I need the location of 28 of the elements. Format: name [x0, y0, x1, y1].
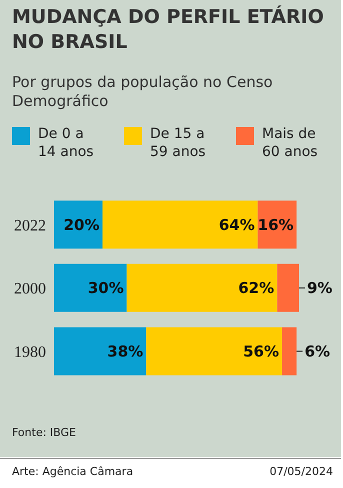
legend-label: De 15 a 59 anos — [150, 125, 207, 161]
data-label: 9% — [307, 279, 332, 298]
y-tick-label: 2000 — [14, 280, 46, 298]
data-label: 64% — [218, 216, 255, 234]
legend-label: De 0 a 14 anos — [38, 125, 95, 161]
y-tick-label: 2022 — [14, 217, 46, 234]
legend-label: Mais de 60 anos — [262, 125, 319, 161]
bar — [277, 264, 299, 312]
chart-title: MUDANÇA DO PERFIL ETÁRIO NO BRASIL — [12, 5, 325, 55]
bar — [126, 264, 278, 312]
data-label: 20% — [64, 216, 100, 234]
bar — [146, 327, 282, 376]
bar — [102, 200, 258, 249]
bar — [54, 327, 146, 376]
data-label: 30% — [88, 279, 124, 298]
bar — [54, 200, 103, 249]
bar — [54, 264, 127, 312]
bar — [282, 327, 297, 376]
data-label: 16% — [258, 216, 294, 234]
data-label: 38% — [107, 342, 144, 361]
data-label: 62% — [238, 279, 274, 298]
text: Arte: Agência Câmara — [12, 465, 134, 478]
text: 07/05/2024 — [270, 465, 333, 478]
data-label: 6% — [304, 342, 330, 361]
chart-subtitle: Por grupos da população no Censo Demográfico — [12, 73, 274, 111]
y-tick-label: 1980 — [14, 344, 46, 362]
source-note: Fonte: IBGE — [12, 426, 76, 439]
data-label: 56% — [243, 342, 280, 361]
